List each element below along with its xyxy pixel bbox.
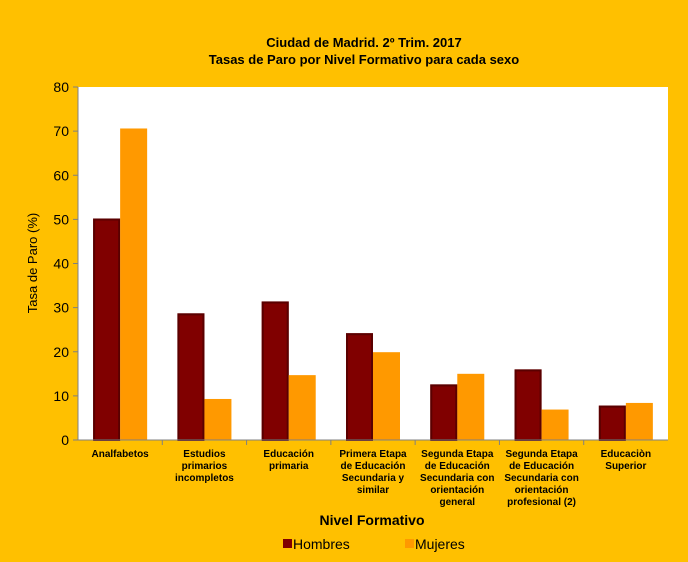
hombres-bar bbox=[177, 313, 205, 440]
y-tick-label: 0 bbox=[61, 432, 69, 448]
legend-swatch bbox=[283, 539, 292, 548]
legend: Hombres Mujeres bbox=[283, 536, 465, 552]
y-tick-label: 70 bbox=[53, 123, 69, 139]
mujeres-bar bbox=[457, 373, 485, 440]
y-tick-label: 10 bbox=[53, 388, 69, 404]
x-category-label: Educación primaria bbox=[263, 449, 314, 472]
hombres-bar bbox=[430, 384, 458, 440]
legend-label: Mujeres bbox=[415, 536, 465, 552]
hombres-bar bbox=[93, 218, 121, 440]
hombres-bar bbox=[598, 405, 626, 440]
mujeres-bar bbox=[120, 128, 148, 441]
y-tick-label: 30 bbox=[53, 300, 69, 316]
y-tick-label: 20 bbox=[53, 344, 69, 360]
x-category-label: Primera Etapa de Educación Secundaria y sim… bbox=[339, 449, 407, 496]
chart-subtitle: Tasas de Paro por Nivel Formativo para c… bbox=[209, 52, 519, 67]
x-category-label: Segunda Etapa de Educación Secundaria con o… bbox=[420, 449, 494, 508]
mujeres-bar bbox=[625, 402, 653, 440]
legend-label: Hombres bbox=[293, 536, 350, 552]
y-tick-label: 50 bbox=[53, 211, 69, 227]
y-tick-label: 60 bbox=[53, 167, 69, 183]
hombres-bar bbox=[261, 301, 289, 440]
y-tick-label: 40 bbox=[53, 256, 69, 272]
x-category-label: Estudios primarios incompletos bbox=[175, 449, 234, 484]
x-axis-label: Nivel Formativo bbox=[319, 512, 424, 528]
x-category-label: Segunda Etapa de Educación Secundaria con o… bbox=[504, 449, 578, 508]
mujeres-bar bbox=[204, 398, 232, 440]
hombres-bar bbox=[346, 333, 373, 440]
y-tick-label: 80 bbox=[53, 79, 69, 95]
x-category-label: Educaciòn Superior bbox=[601, 449, 652, 472]
hombres-bar bbox=[514, 369, 542, 440]
y-axis-label: Tasa de Paro (%) bbox=[25, 213, 40, 313]
x-category-label: Analfabetos bbox=[92, 449, 150, 460]
mujeres-bar bbox=[288, 375, 316, 440]
mujeres-bar bbox=[541, 409, 569, 440]
mujeres-bar bbox=[373, 352, 400, 440]
chart-title: Ciudad de Madrid. 2º Trim. 2017 bbox=[266, 35, 461, 50]
legend-swatch bbox=[405, 539, 414, 548]
